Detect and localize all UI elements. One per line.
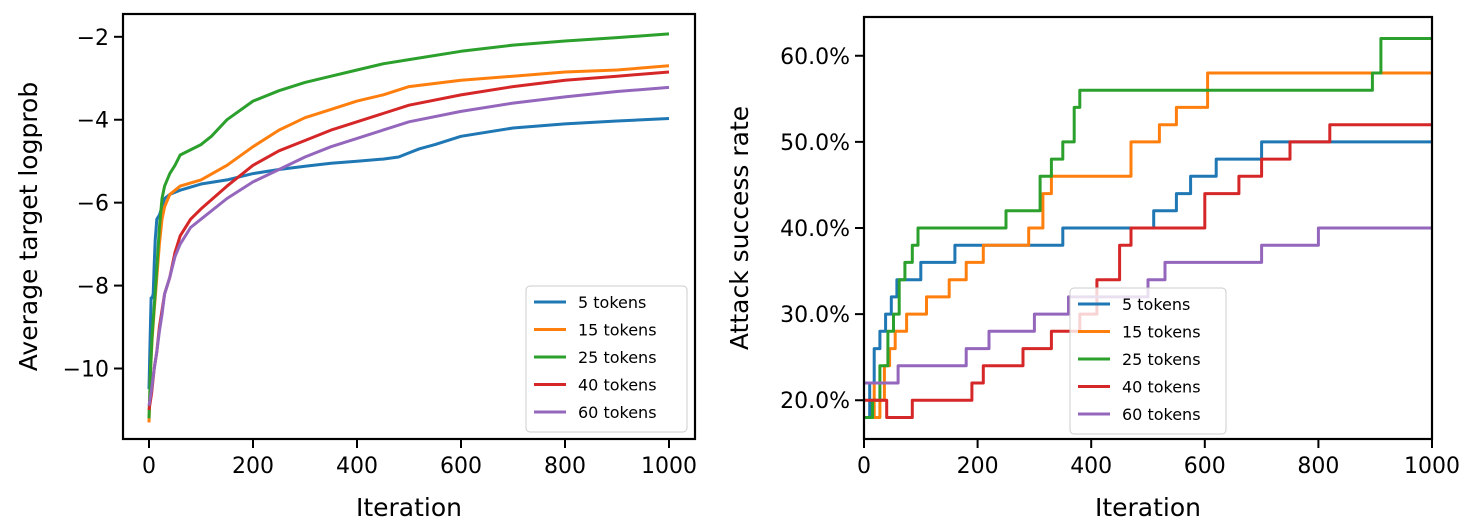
series-line-25-tokens: [147, 32, 670, 419]
legend-item: 60 tokens: [534, 403, 657, 422]
legend-item: 40 tokens: [534, 376, 657, 395]
x-tick-label: 400: [336, 454, 378, 479]
x-axis-label: Iteration: [1095, 493, 1201, 522]
series-line-25-tokens: [864, 37, 1432, 419]
y-tick-label: −10: [63, 358, 109, 383]
legend-label: 25 tokens: [1122, 350, 1201, 369]
x-tick-label: 1000: [641, 454, 697, 479]
axes-frame: [121, 12, 697, 441]
y-tick-label: 30.0%: [780, 303, 850, 328]
legend-item: 5 tokens: [534, 293, 646, 312]
series-layer: [147, 32, 670, 423]
x-tick-label: 600: [440, 454, 482, 479]
legend-label: 40 tokens: [1122, 378, 1201, 397]
y-tick-label: −4: [77, 109, 109, 134]
x-axis-label: Iteration: [356, 493, 462, 522]
legend-label: 15 tokens: [578, 321, 657, 340]
legend-label: 15 tokens: [1122, 323, 1201, 342]
x-tick-label: 800: [1297, 454, 1339, 479]
chart-average-target-logprob: 0 200 400 600 800 1000 −10 −8 −6 −4 −2 Iteration A…: [14, 12, 697, 522]
legend-label: 25 tokens: [578, 348, 657, 367]
legend-label: 60 tokens: [1122, 405, 1201, 424]
series-line-60-tokens: [864, 226, 1432, 385]
y-tick-label: 20.0%: [780, 389, 850, 414]
legend-item: 15 tokens: [534, 321, 657, 340]
legend-label: 60 tokens: [578, 403, 657, 422]
y-axis-label: Attack success rate: [725, 106, 754, 350]
legend-label: 40 tokens: [578, 376, 657, 395]
y-tick-label: −6: [77, 192, 109, 217]
x-tick-label: 400: [1070, 454, 1112, 479]
y-tick-label: −8: [77, 275, 109, 300]
y-tick-label: 60.0%: [780, 45, 850, 70]
x-tick-label: 0: [857, 454, 871, 479]
chart-attack-success-rate: 0 200 400 600 800 1000 20.0% 30.0% 40.0% 50.0% 60.…: [725, 15, 1460, 522]
legend-label: 5 tokens: [578, 293, 646, 312]
x-tick-label: 0: [142, 454, 156, 479]
legend-item: 60 tokens: [1078, 405, 1201, 424]
legend-item: 5 tokens: [1078, 295, 1190, 314]
x-tick-label: 800: [544, 454, 586, 479]
legend-box: [1069, 287, 1227, 435]
series-line-60-tokens: [147, 85, 670, 407]
x-tick-label: 200: [232, 454, 274, 479]
legend: 5 tokens 15 tokens 25 tokens 40 tokens 60 to…: [1069, 287, 1227, 435]
series-line-5-tokens: [864, 140, 1432, 419]
y-tick-label: 40.0%: [780, 217, 850, 242]
ticks-layer: 0 200 400 600 800 1000 20.0% 30.0% 40.0% 50.0% 60.…: [780, 45, 1460, 479]
ticks-layer: 0 200 400 600 800 1000 −10 −8 −6 −4 −2: [63, 26, 697, 479]
legend-box: [525, 285, 688, 433]
legend-item: 15 tokens: [1078, 323, 1201, 342]
legend-item: 40 tokens: [1078, 378, 1201, 397]
y-axis-label: Average target logprob: [14, 82, 43, 371]
legend-item: 25 tokens: [534, 348, 657, 367]
legend: 5 tokens 15 tokens 25 tokens 40 tokens 60 to…: [525, 285, 688, 433]
legend-item: 25 tokens: [1078, 350, 1201, 369]
x-tick-label: 200: [957, 454, 999, 479]
y-tick-label: 50.0%: [780, 131, 850, 156]
x-tick-label: 1000: [1404, 454, 1460, 479]
y-tick-label: −2: [77, 26, 109, 51]
x-tick-label: 600: [1184, 454, 1226, 479]
legend-label: 5 tokens: [1122, 295, 1190, 314]
